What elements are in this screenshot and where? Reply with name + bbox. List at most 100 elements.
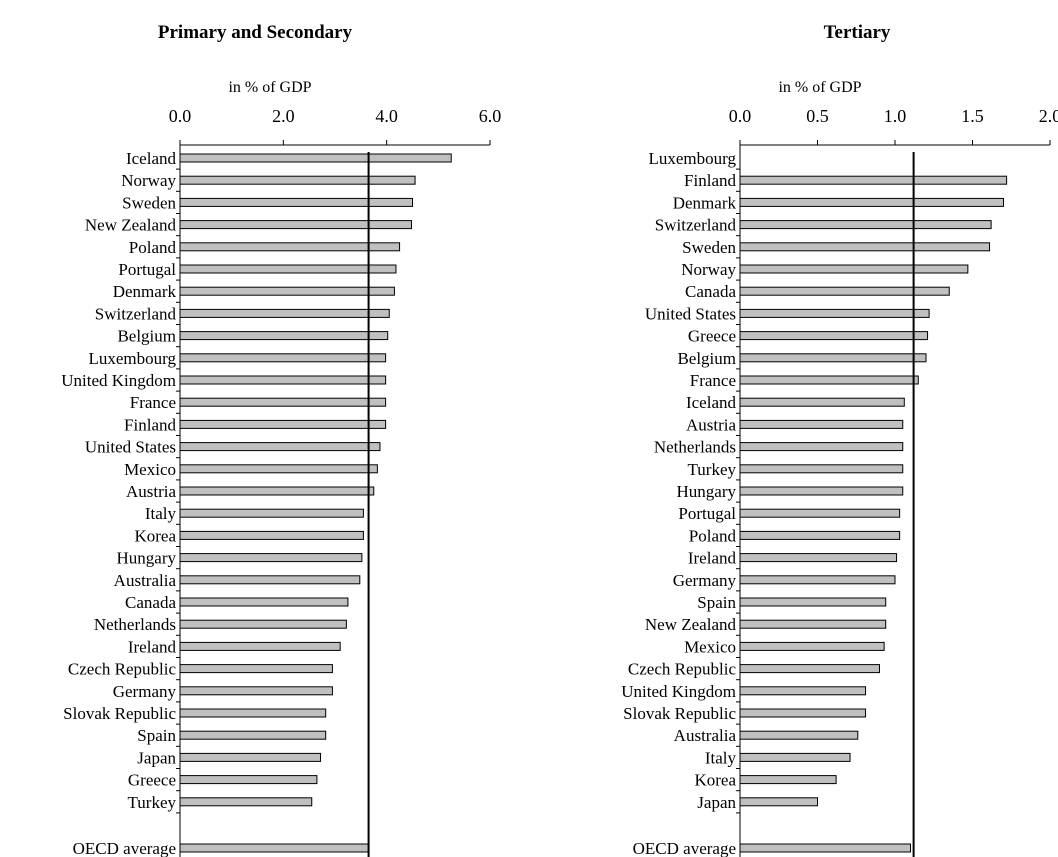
category-label: Czech Republic xyxy=(68,660,177,679)
chart-title: Primary and Secondary xyxy=(158,22,353,43)
bar xyxy=(179,397,387,407)
bar xyxy=(179,308,390,318)
bar xyxy=(739,619,887,629)
bar xyxy=(739,220,992,230)
category-label: Japan xyxy=(697,793,736,812)
category-label: OECD average xyxy=(73,839,176,857)
x-tick-label: 2.0 xyxy=(272,106,295,126)
x-tick-label: 2.0 xyxy=(1039,106,1058,126)
bar xyxy=(179,442,381,452)
bar xyxy=(179,242,401,252)
bar xyxy=(739,308,930,318)
category-label: Iceland xyxy=(686,393,737,412)
x-tick-label: 0.0 xyxy=(729,106,752,126)
category-label: Germany xyxy=(113,682,177,701)
bar xyxy=(179,508,364,518)
category-label: Belgium xyxy=(677,349,736,368)
bar xyxy=(179,530,364,540)
category-label: Denmark xyxy=(113,282,177,301)
category-label: United Kingdom xyxy=(621,682,736,701)
category-label: Turkey xyxy=(128,793,177,812)
x-tick-label: 1.5 xyxy=(961,106,984,126)
bar xyxy=(179,730,327,740)
category-label: Australia xyxy=(674,726,737,745)
x-tick-label: 4.0 xyxy=(375,106,398,126)
chart-panel-2: Tertiary in % of GDP 0.0 0.5 1.0 1.5 2.0 Luxemb… xyxy=(621,22,1058,857)
bar xyxy=(739,464,904,474)
bar xyxy=(179,575,361,585)
category-label: United States xyxy=(85,438,176,457)
bar xyxy=(739,397,905,407)
bar xyxy=(739,242,991,252)
bar xyxy=(739,286,950,296)
category-label: New Zealand xyxy=(645,615,737,634)
category-label: Sweden xyxy=(682,238,736,257)
category-label: Belgium xyxy=(117,327,176,346)
bar xyxy=(739,553,898,563)
category-label: Luxembourg xyxy=(648,149,736,168)
bar xyxy=(179,331,389,341)
x-tick-label: 6.0 xyxy=(479,106,502,126)
bar xyxy=(179,464,378,474)
bar xyxy=(179,553,363,563)
bar xyxy=(179,843,370,853)
category-label: Hungary xyxy=(677,482,737,501)
bar xyxy=(179,353,387,363)
bar xyxy=(739,597,887,607)
bar xyxy=(179,375,387,385)
bar xyxy=(739,730,859,740)
category-label: Ireland xyxy=(128,637,177,656)
bar xyxy=(739,375,919,385)
category-label: Switzerland xyxy=(655,216,737,235)
bar xyxy=(179,197,413,207)
bar xyxy=(179,597,349,607)
bar xyxy=(179,264,397,274)
category-label: Norway xyxy=(121,171,176,190)
bar xyxy=(739,508,901,518)
bar xyxy=(739,664,880,674)
category-label: Korea xyxy=(694,771,736,790)
category-label: Austria xyxy=(686,415,737,434)
category-label: Italy xyxy=(145,504,177,523)
category-label: United Kingdom xyxy=(61,371,176,390)
bar xyxy=(179,220,412,230)
category-label: Portugal xyxy=(118,260,176,279)
category-label: Slovak Republic xyxy=(63,704,176,723)
bar xyxy=(739,331,929,341)
category-label: France xyxy=(130,393,176,412)
category-label: Canada xyxy=(685,282,736,301)
bar xyxy=(739,264,969,274)
category-label: Denmark xyxy=(673,193,737,212)
category-label: Netherlands xyxy=(94,615,176,634)
bar xyxy=(739,575,896,585)
x-axis-label: in % of GDP xyxy=(778,79,861,96)
category-label: Portugal xyxy=(678,504,736,523)
bar xyxy=(179,419,387,429)
chart-title: Tertiary xyxy=(824,22,891,43)
category-label: Czech Republic xyxy=(628,660,737,679)
category-label: Norway xyxy=(681,260,736,279)
category-label: Germany xyxy=(673,571,737,590)
category-label: Hungary xyxy=(117,549,177,568)
bar xyxy=(739,197,1004,207)
category-label: Sweden xyxy=(122,193,176,212)
bar xyxy=(179,708,327,718)
category-label: OECD average xyxy=(633,839,736,857)
category-label: Australia xyxy=(114,571,177,590)
bar xyxy=(739,686,867,696)
category-label: Poland xyxy=(689,526,737,545)
bar xyxy=(739,752,851,762)
bar xyxy=(739,530,901,540)
category-label: Poland xyxy=(129,238,177,257)
category-label: Luxembourg xyxy=(88,349,176,368)
bar xyxy=(179,619,347,629)
category-label: Turkey xyxy=(688,460,737,479)
bar xyxy=(179,175,416,185)
category-label: Netherlands xyxy=(654,438,736,457)
bar xyxy=(179,752,322,762)
bar xyxy=(739,708,867,718)
category-label: Canada xyxy=(125,593,176,612)
category-label: Spain xyxy=(697,593,736,612)
category-label: Mexico xyxy=(684,637,736,656)
